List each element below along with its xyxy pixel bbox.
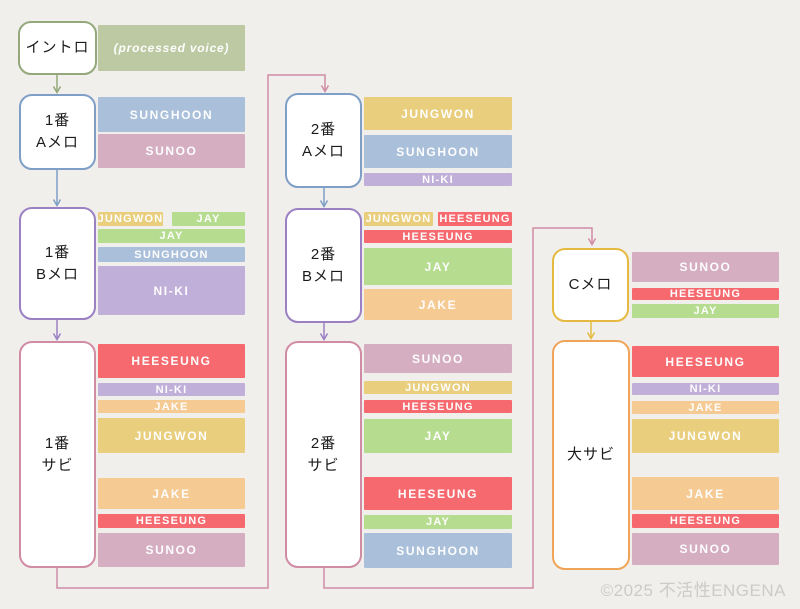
section-label-dai-sabi: 大サビ <box>566 446 615 464</box>
part-bar-jay: JAY <box>364 248 512 285</box>
section-label-intro: イントロ <box>25 39 90 57</box>
part-bar-jake: JAKE <box>632 477 779 510</box>
part-bar-sunoo: SUNOO <box>632 533 779 565</box>
part-bar-jungwon: JUNGWON <box>98 418 245 453</box>
section-box-verse2-b-melo: 2番 Bメロ <box>285 208 362 323</box>
part-bar-jay: JAY <box>172 212 245 226</box>
section-label-verse2-a-melo: 2番 Aメロ <box>301 120 345 160</box>
section-box-verse2-sabi: 2番 サビ <box>285 341 362 568</box>
part-bar-ni-ki: NI-KI <box>364 173 512 186</box>
part-bar-heeseung: HEESEUNG <box>632 346 779 377</box>
section-box-verse1-sabi: 1番 サビ <box>19 341 96 568</box>
part-bar-sunghoon: SUNGHOON <box>98 247 245 262</box>
copyright-watermark: ©2025 不活性ENGENA <box>600 581 786 600</box>
part-bar-jake: JAKE <box>364 289 512 320</box>
part-bar-heeseung: HEESEUNG <box>364 400 512 413</box>
section-label-verse2-sabi: 2番 サビ <box>307 434 340 474</box>
part-bar-heeseung: HEESEUNG <box>438 212 512 226</box>
part-bar-jay: JAY <box>364 419 512 453</box>
part-bar-sunoo: SUNOO <box>98 533 245 567</box>
section-label-verse1-a-melo: 1番 Aメロ <box>35 112 79 151</box>
part-bar-ni-ki: NI-KI <box>632 383 779 395</box>
part-bar-jungwon: JUNGWON <box>97 212 164 226</box>
section-box-verse2-a-melo: 2番 Aメロ <box>285 93 362 188</box>
part-bar-heeseung: HEESEUNG <box>364 230 512 243</box>
section-box-verse1-b-melo: 1番 Bメロ <box>19 207 96 320</box>
part-bar-sunoo: SUNOO <box>364 344 512 373</box>
section-box-verse1-a-melo: 1番 Aメロ <box>19 94 96 170</box>
part-bar-heeseung: HEESEUNG <box>632 514 779 528</box>
part-bar-heeseung: HEESEUNG <box>364 477 512 510</box>
part-bar-heeseung: HEESEUNG <box>98 514 245 528</box>
part-bar-jake: JAKE <box>632 401 779 414</box>
part-bar-sunoo: SUNOO <box>98 134 245 168</box>
section-label-verse1-b-melo: 1番 Bメロ <box>35 243 79 283</box>
part-bar-jay: JAY <box>632 304 779 318</box>
section-label-c-melo: Cメロ <box>568 276 613 294</box>
part-bar-sunghoon: SUNGHOON <box>364 135 512 168</box>
part-bar-jungwon: JUNGWON <box>364 212 433 226</box>
part-bar-sunoo: SUNOO <box>632 252 779 282</box>
part-bar-jay: JAY <box>364 515 512 529</box>
part-bar-jake: JAKE <box>98 400 245 413</box>
part-bar-jungwon: JUNGWON <box>364 97 512 130</box>
part-bar-jungwon: JUNGWON <box>632 419 779 453</box>
part-bar-ni-ki: NI-KI <box>98 383 245 396</box>
section-label-verse2-b-melo: 2番 Bメロ <box>301 245 345 285</box>
part-bar-sunghoon: SUNGHOON <box>364 533 512 568</box>
part-bar-jake: JAKE <box>98 478 245 509</box>
part-bar-jay: JAY <box>98 229 245 243</box>
part-bar-ni-ki: NI-KI <box>98 266 245 315</box>
part-bar-heeseung: HEESEUNG <box>632 288 779 300</box>
part-bar-heeseung: HEESEUNG <box>98 344 245 378</box>
part-bar-jungwon: JUNGWON <box>364 381 512 394</box>
part-bar-processed: (processed voice) <box>98 25 245 71</box>
section-label-verse1-sabi: 1番 サビ <box>41 434 74 474</box>
section-box-c-melo: Cメロ <box>552 248 629 322</box>
section-box-dai-sabi: 大サビ <box>552 340 630 570</box>
part-bar-sunghoon: SUNGHOON <box>98 97 245 132</box>
section-box-intro: イントロ <box>18 21 97 75</box>
